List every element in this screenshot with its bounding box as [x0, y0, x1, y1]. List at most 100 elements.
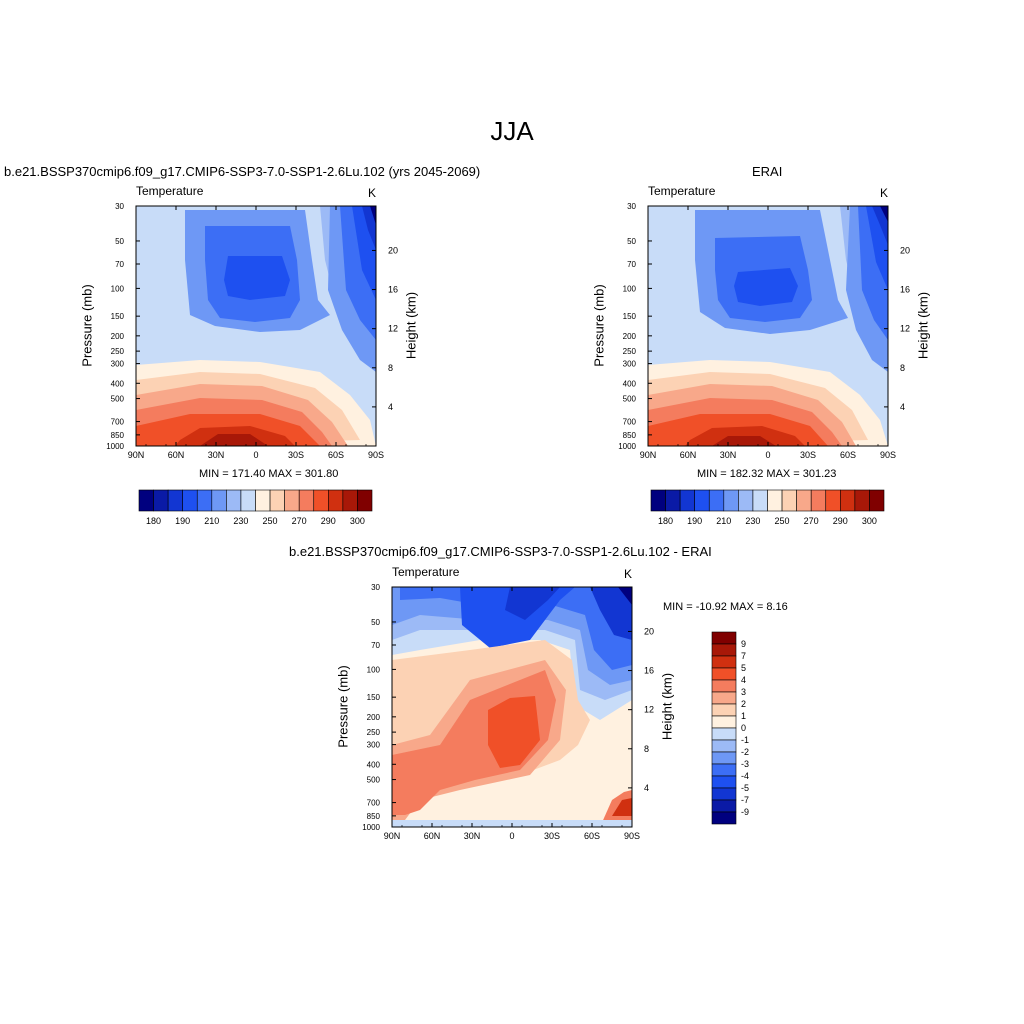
- y-tick-label: 500: [367, 776, 381, 785]
- y-tick-label: 70: [371, 641, 380, 650]
- x-tick-label: 60S: [328, 450, 344, 460]
- colorbar-label: 180: [658, 516, 673, 526]
- colorbar-swatch: [342, 489, 358, 512]
- colorbar-label: 250: [775, 516, 790, 526]
- colorbar-swatch: [781, 489, 797, 512]
- panel3-minmax: MIN = -10.92 MAX = 8.16: [663, 601, 788, 613]
- y-tick-label: 30: [371, 583, 380, 592]
- diff-colorbar-label: 0: [741, 723, 746, 733]
- x-tick-label: 30S: [544, 831, 560, 841]
- y-tick-label: 70: [115, 260, 124, 269]
- diff-colorbar-swatch: [711, 715, 737, 729]
- y-tick-label: 50: [371, 618, 380, 627]
- y-tick-label: 30: [115, 202, 124, 211]
- x-tick-label: 90N: [640, 450, 657, 460]
- x-tick-label: 0: [253, 450, 258, 460]
- diff-colorbar-label: -9: [741, 807, 749, 817]
- height-tick-label: 8: [388, 363, 393, 373]
- diff-colorbar-swatch: [711, 799, 737, 813]
- y-tick-label: 50: [627, 237, 636, 246]
- height-tick-label: 12: [900, 324, 910, 334]
- diff-colorbar-label: 5: [741, 663, 746, 673]
- colorbar-swatch: [752, 489, 768, 512]
- y-tick-label: 500: [111, 395, 125, 404]
- colorbar-swatch: [854, 489, 870, 512]
- height-tick-label: 8: [900, 363, 905, 373]
- y-tick-label: 70: [627, 260, 636, 269]
- y-tick-label: 400: [111, 379, 125, 388]
- y-tick-label: 250: [111, 347, 125, 356]
- colorbar-swatch: [825, 489, 841, 512]
- diff-colorbar-swatch: [711, 655, 737, 669]
- page-title: JJA: [490, 116, 534, 146]
- colorbar-swatch: [211, 489, 227, 512]
- colorbar-swatch: [138, 489, 154, 512]
- x-tick-label: 30N: [208, 450, 225, 460]
- y-tick-label: 250: [623, 347, 637, 356]
- colorbar-swatch: [167, 489, 183, 512]
- y-tick-label: 850: [623, 431, 637, 440]
- y-tick-label: 30: [627, 202, 636, 211]
- diff-colorbar-label: 2: [741, 699, 746, 709]
- x-tick-label: 90N: [384, 831, 401, 841]
- panel3-variable-label: Temperature: [392, 565, 460, 579]
- diff-colorbar-swatch: [711, 643, 737, 657]
- y-tick-label: 200: [623, 332, 637, 341]
- colorbar-label: 180: [146, 516, 161, 526]
- diff-colorbar-label: 7: [741, 651, 746, 661]
- height-tick-label: 12: [388, 324, 398, 334]
- height-tick-label: 20: [644, 626, 654, 636]
- y-tick-label: 300: [111, 360, 125, 369]
- colorbar-swatch: [182, 489, 198, 512]
- y-tick-label: 400: [623, 379, 637, 388]
- colorbar-label: 300: [350, 516, 365, 526]
- colorbar-label: 270: [292, 516, 307, 526]
- x-tick-label: 90S: [880, 450, 896, 460]
- diff-colorbar-swatch: [711, 739, 737, 753]
- y-tick-label: 1000: [362, 823, 380, 832]
- y-tick-label: 700: [623, 418, 637, 427]
- height-tick-label: 12: [644, 705, 654, 715]
- colorbar-label: 290: [321, 516, 336, 526]
- colorbar-swatch: [810, 489, 827, 512]
- colorbar-swatch: [723, 489, 739, 512]
- panel2-title: ERAI: [752, 164, 783, 179]
- x-tick-label: 30S: [288, 450, 304, 460]
- colorbar-swatch: [153, 489, 169, 512]
- height-tick-label: 16: [644, 666, 654, 676]
- diff-colorbar-swatch: [711, 811, 737, 825]
- diff-colorbar-swatch: [711, 631, 737, 645]
- y-tick-label: 150: [623, 312, 637, 321]
- colorbar-label: 270: [804, 516, 819, 526]
- height-tick-label: 16: [900, 285, 910, 295]
- colorbar-label: 190: [687, 516, 702, 526]
- colorbar-swatch: [767, 489, 783, 512]
- colorbar-swatch: [226, 489, 242, 512]
- diff-colorbar-swatch: [711, 751, 737, 765]
- diff-colorbar-label: -5: [741, 783, 749, 793]
- x-tick-label: 60S: [584, 831, 600, 841]
- panel2-minmax: MIN = 182.32 MAX = 301.23: [697, 468, 837, 480]
- colorbar-swatch: [298, 489, 315, 512]
- diff-colorbar-label: -4: [741, 771, 749, 781]
- colorbar-swatch: [650, 489, 666, 512]
- diff-colorbar-swatch: [711, 787, 737, 801]
- diff-colorbar-swatch: [711, 775, 737, 789]
- panel2-unit-label: K: [880, 186, 889, 200]
- colorbar-swatch: [313, 489, 329, 512]
- diff-colorbar-label: 1: [741, 711, 746, 721]
- colorbar-swatch: [840, 489, 856, 512]
- colorbar-swatch: [328, 489, 344, 512]
- x-tick-label: 90N: [128, 450, 145, 460]
- colorbar-swatch: [796, 489, 812, 512]
- panel3-contour-field: [392, 587, 632, 827]
- colorbar-label: 300: [862, 516, 877, 526]
- colorbar-label: 250: [263, 516, 278, 526]
- colorbar-swatch: [694, 489, 710, 512]
- height-tick-label: 4: [900, 402, 905, 412]
- y-tick-label: 250: [367, 728, 381, 737]
- y-tick-label: 100: [111, 284, 125, 293]
- diff-colorbar-label: 3: [741, 687, 746, 697]
- diff-colorbar-swatch: [711, 763, 737, 777]
